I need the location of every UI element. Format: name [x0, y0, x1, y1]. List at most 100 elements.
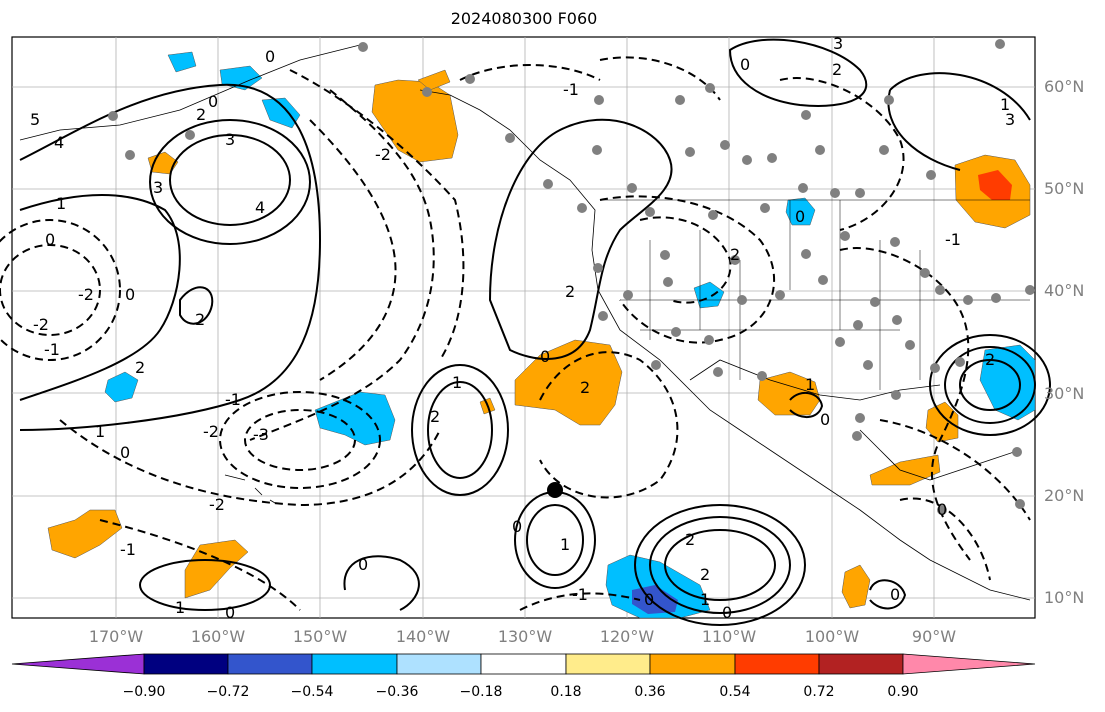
- contour-label: 2: [430, 407, 440, 426]
- colorbar-bin: [143, 653, 229, 675]
- contour-label: 2: [580, 378, 590, 397]
- station-dots: [108, 39, 1035, 515]
- contour-label: 4: [54, 133, 64, 152]
- contour-label: 1: [175, 598, 185, 617]
- colorbar-bin: [480, 653, 567, 675]
- colorbar-tick-label: 0.72: [803, 684, 835, 700]
- contour-label: 5: [30, 110, 40, 129]
- lat-label: 60°N: [1044, 77, 1085, 96]
- contour-label: 4: [255, 198, 265, 217]
- contour-label: -2: [33, 315, 49, 334]
- contour-label: 1: [1000, 95, 1010, 114]
- colorbar-bin: [818, 653, 904, 675]
- contour-label: -2: [203, 422, 219, 441]
- contour-label: 0: [225, 603, 235, 622]
- contour-label: 1: [700, 590, 710, 609]
- solid-contours: [19, 38, 1051, 626]
- lon-label: 110°W: [701, 627, 757, 646]
- contour-label: -1: [225, 390, 241, 409]
- colorbar-tick-label: −0.18: [459, 684, 503, 700]
- contour-label: 3: [1005, 110, 1015, 129]
- contour-label: 1: [56, 194, 66, 213]
- map-title: 2024080300 F060: [450, 9, 598, 28]
- lon-label: 120°W: [599, 627, 655, 646]
- contour-label: 0: [820, 410, 830, 429]
- marker-point: [547, 482, 563, 498]
- colorbar: [11, 653, 1036, 675]
- colorbar-tick-label: −0.54: [290, 684, 334, 700]
- contour-label: 2: [730, 245, 740, 264]
- shaded-positive-regions: [47, 69, 1031, 609]
- contour-label: -1: [44, 340, 60, 359]
- contour-label: 0: [890, 585, 900, 604]
- contour-label: 3: [833, 34, 843, 53]
- lat-label: 10°N: [1044, 588, 1085, 607]
- shaded-heavy-positive: [978, 170, 1012, 200]
- colorbar-tick-label: 0.54: [719, 684, 751, 700]
- contour-label: 0: [120, 443, 130, 462]
- colorbar-min-extend: [11, 653, 145, 675]
- contour-label: -2: [78, 285, 94, 304]
- colorbar-tick-label: 0.18: [550, 684, 582, 700]
- lon-label: 170°W: [88, 627, 144, 646]
- contour-label: 0: [125, 285, 135, 304]
- colorbar-bin: [311, 653, 398, 675]
- colorbar-bin: [396, 653, 482, 675]
- lon-label: 160°W: [190, 627, 246, 646]
- contour-label: 0: [740, 55, 750, 74]
- contour-label: 2: [195, 310, 205, 329]
- contour-label: 0: [358, 555, 368, 574]
- contour-label: -1: [945, 230, 961, 249]
- lat-label: 30°N: [1044, 384, 1085, 403]
- colorbar-tick-label: 0.36: [634, 684, 666, 700]
- colorbar-tick-label: −0.36: [375, 684, 419, 700]
- lon-label: 90°W: [911, 627, 957, 646]
- contour-label: 0: [208, 92, 218, 111]
- contour-label: 1: [452, 373, 462, 392]
- lon-label: 140°W: [395, 627, 451, 646]
- lon-label: 130°W: [497, 627, 553, 646]
- contour-label: 2: [565, 282, 575, 301]
- contour-label: 2: [685, 530, 695, 549]
- contour-label: 3: [153, 178, 163, 197]
- contour-label: 1: [805, 375, 815, 394]
- contour-label: 2: [196, 105, 206, 124]
- contour-label: -2: [209, 495, 225, 514]
- lat-label: 50°N: [1044, 179, 1085, 198]
- contour-label: 0: [265, 47, 275, 66]
- contour-label: 2: [832, 60, 842, 79]
- lon-label: 150°W: [292, 627, 348, 646]
- colorbar-tick-label: 0.90: [887, 684, 919, 700]
- colorbar-bin: [649, 653, 736, 675]
- contour-label: 0: [937, 500, 947, 519]
- contour-label: -1: [120, 540, 136, 559]
- colorbar-bin: [565, 653, 651, 675]
- contour-label: -1: [563, 80, 579, 99]
- colorbar-max-extend: [902, 653, 1036, 675]
- colorbar-bin: [227, 653, 313, 675]
- map-frame: [11, 36, 1036, 619]
- coastlines: [19, 44, 1031, 601]
- contour-label: 2: [135, 358, 145, 377]
- contour-label: 1: [95, 422, 105, 441]
- contour-label: 2: [700, 565, 710, 584]
- contour-label: 0: [540, 347, 550, 366]
- contour-label: 1: [560, 535, 570, 554]
- contour-label: 3: [225, 130, 235, 149]
- colorbar-tick-label: −0.72: [206, 684, 250, 700]
- contour-label: 0: [795, 207, 805, 226]
- lon-label: 100°W: [804, 627, 860, 646]
- contour-label: 0: [45, 230, 55, 249]
- contour-label: 0: [512, 517, 522, 536]
- lat-label: 40°N: [1044, 281, 1085, 300]
- contour-label: 0: [644, 590, 654, 609]
- contour-label: -3: [253, 425, 269, 444]
- contour-label: 0: [722, 603, 732, 622]
- contour-label: -1: [572, 585, 588, 604]
- colorbar-tick-label: −0.90: [122, 684, 166, 700]
- contour-label: 2: [985, 350, 995, 369]
- contour-label: -2: [375, 145, 391, 164]
- dashed-contours: [0, 56, 1031, 611]
- lat-label: 20°N: [1044, 486, 1085, 505]
